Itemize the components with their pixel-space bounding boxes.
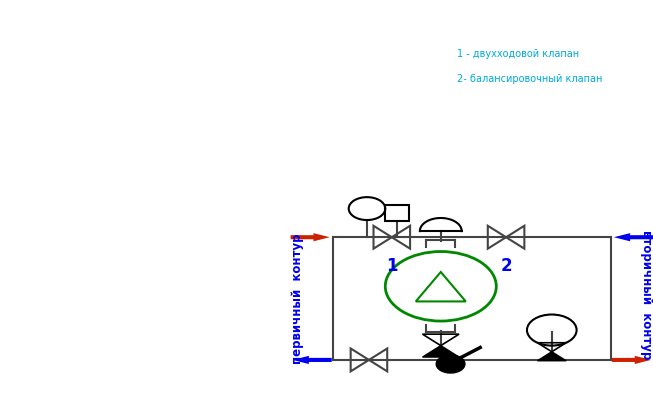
FancyArrow shape bbox=[291, 233, 330, 241]
Text: первичный  контур: первичный контур bbox=[291, 233, 304, 364]
Circle shape bbox=[436, 355, 465, 373]
Polygon shape bbox=[537, 352, 566, 361]
Text: вторичный  контур: вторичный контур bbox=[640, 230, 653, 359]
Text: 1: 1 bbox=[386, 257, 398, 275]
Bar bbox=[385, 204, 409, 221]
Polygon shape bbox=[422, 346, 459, 357]
FancyArrow shape bbox=[614, 233, 653, 241]
FancyArrow shape bbox=[612, 356, 651, 364]
Text: 2: 2 bbox=[500, 257, 512, 275]
Text: 1 - двухходовой клапан: 1 - двухходовой клапан bbox=[457, 49, 579, 59]
FancyArrow shape bbox=[293, 356, 332, 364]
Text: 2- балансировочный клапан: 2- балансировочный клапан bbox=[457, 74, 603, 83]
